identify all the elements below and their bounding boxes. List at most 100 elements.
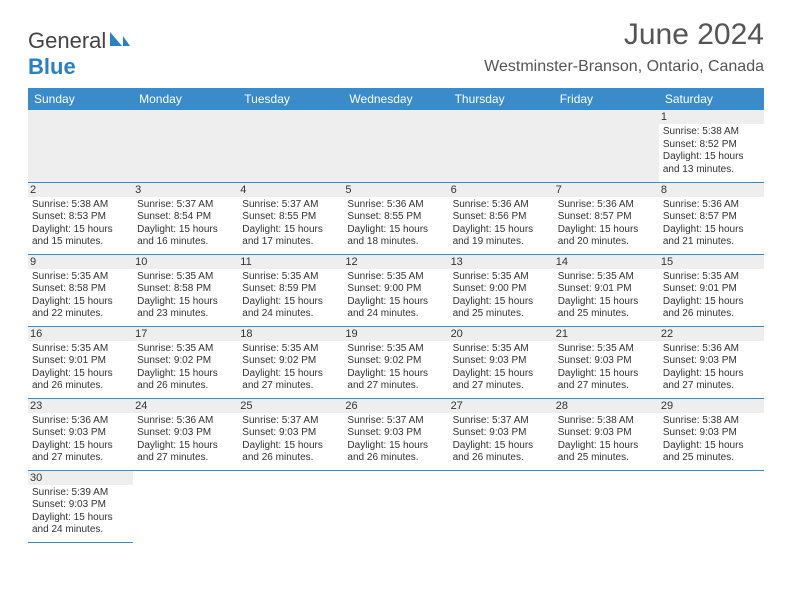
day-info-line: Daylight: 15 hours and 20 minutes. (558, 224, 655, 249)
day-number: 28 (554, 399, 659, 413)
day-info-line: Sunset: 9:02 PM (347, 355, 444, 368)
calendar-cell (343, 470, 448, 542)
day-number: 18 (238, 327, 343, 341)
day-info-line: Sunset: 9:03 PM (137, 427, 234, 440)
calendar-head: SundayMondayTuesdayWednesdayThursdayFrid… (28, 88, 764, 110)
day-info-line: Daylight: 15 hours and 16 minutes. (137, 224, 234, 249)
calendar-cell: 11Sunrise: 5:35 AMSunset: 8:59 PMDayligh… (238, 254, 343, 326)
page-header: GeneralBlue June 2024 Westminster-Branso… (28, 18, 764, 80)
day-header: Monday (133, 88, 238, 110)
day-info-line: Sunrise: 5:35 AM (32, 271, 129, 284)
brand-part1: General (28, 28, 106, 53)
calendar-cell: 8Sunrise: 5:36 AMSunset: 8:57 PMDaylight… (659, 182, 764, 254)
day-info-line: Sunset: 8:52 PM (663, 139, 760, 152)
day-info-line: Daylight: 15 hours and 15 minutes. (32, 224, 129, 249)
day-header: Tuesday (238, 88, 343, 110)
day-info-line: Daylight: 15 hours and 27 minutes. (558, 368, 655, 393)
calendar-cell (238, 470, 343, 542)
day-number: 21 (554, 327, 659, 341)
calendar-cell: 17Sunrise: 5:35 AMSunset: 9:02 PMDayligh… (133, 326, 238, 398)
day-number: 25 (238, 399, 343, 413)
day-info-line: Sunrise: 5:35 AM (453, 343, 550, 356)
day-info-line: Sunset: 8:54 PM (137, 211, 234, 224)
day-info-line: Sunrise: 5:35 AM (242, 271, 339, 284)
day-info-line: Daylight: 15 hours and 27 minutes. (663, 368, 760, 393)
calendar-cell: 18Sunrise: 5:35 AMSunset: 9:02 PMDayligh… (238, 326, 343, 398)
day-info-line: Sunset: 9:03 PM (347, 427, 444, 440)
day-info-line: Daylight: 15 hours and 19 minutes. (453, 224, 550, 249)
day-info-line: Daylight: 15 hours and 21 minutes. (663, 224, 760, 249)
day-info-line: Sunset: 8:58 PM (32, 283, 129, 296)
day-header: Saturday (659, 88, 764, 110)
day-number: 1 (659, 110, 764, 124)
day-info-line: Sunrise: 5:36 AM (347, 199, 444, 212)
calendar-cell: 25Sunrise: 5:37 AMSunset: 9:03 PMDayligh… (238, 398, 343, 470)
day-info-line: Sunset: 8:59 PM (242, 283, 339, 296)
day-number: 6 (449, 183, 554, 197)
day-info-line: Daylight: 15 hours and 25 minutes. (558, 440, 655, 465)
day-info-line: Sunset: 9:03 PM (663, 427, 760, 440)
day-number: 5 (343, 183, 448, 197)
day-info-line: Sunrise: 5:36 AM (453, 199, 550, 212)
day-info-line: Daylight: 15 hours and 25 minutes. (453, 296, 550, 321)
day-info-line: Sunrise: 5:36 AM (663, 199, 760, 212)
day-number: 23 (28, 399, 133, 413)
day-info-line: Sunset: 9:03 PM (32, 427, 129, 440)
day-info-line: Daylight: 15 hours and 26 minutes. (663, 296, 760, 321)
day-info-line: Sunrise: 5:38 AM (663, 415, 760, 428)
day-number: 3 (133, 183, 238, 197)
day-info-line: Daylight: 15 hours and 24 minutes. (347, 296, 444, 321)
day-info-line: Daylight: 15 hours and 26 minutes. (453, 440, 550, 465)
brand-name: GeneralBlue (28, 28, 130, 80)
calendar-cell: 22Sunrise: 5:36 AMSunset: 9:03 PMDayligh… (659, 326, 764, 398)
calendar-cell (554, 110, 659, 182)
day-info-line: Sunrise: 5:38 AM (663, 126, 760, 139)
location-text: Westminster-Branson, Ontario, Canada (484, 58, 764, 76)
day-number: 17 (133, 327, 238, 341)
day-number: 12 (343, 255, 448, 269)
calendar-cell (133, 470, 238, 542)
calendar-cell: 23Sunrise: 5:36 AMSunset: 9:03 PMDayligh… (28, 398, 133, 470)
calendar-cell: 2Sunrise: 5:38 AMSunset: 8:53 PMDaylight… (28, 182, 133, 254)
day-info-line: Sunrise: 5:36 AM (137, 415, 234, 428)
day-info-line: Sunrise: 5:36 AM (558, 199, 655, 212)
day-info-line: Sunrise: 5:37 AM (137, 199, 234, 212)
calendar-week: 30Sunrise: 5:39 AMSunset: 9:03 PMDayligh… (28, 470, 764, 542)
day-info-line: Sunset: 9:01 PM (663, 283, 760, 296)
calendar-cell (343, 110, 448, 182)
day-info-line: Sunrise: 5:35 AM (663, 271, 760, 284)
calendar-week: 23Sunrise: 5:36 AMSunset: 9:03 PMDayligh… (28, 398, 764, 470)
calendar-cell (659, 470, 764, 542)
day-info-line: Sunrise: 5:35 AM (558, 343, 655, 356)
day-number: 19 (343, 327, 448, 341)
day-number: 13 (449, 255, 554, 269)
calendar-cell: 5Sunrise: 5:36 AMSunset: 8:55 PMDaylight… (343, 182, 448, 254)
calendar-cell: 24Sunrise: 5:36 AMSunset: 9:03 PMDayligh… (133, 398, 238, 470)
calendar-cell: 14Sunrise: 5:35 AMSunset: 9:01 PMDayligh… (554, 254, 659, 326)
calendar-cell (449, 110, 554, 182)
day-info-line: Sunset: 9:00 PM (453, 283, 550, 296)
sail-icon (108, 28, 130, 53)
calendar-cell: 12Sunrise: 5:35 AMSunset: 9:00 PMDayligh… (343, 254, 448, 326)
day-info-line: Daylight: 15 hours and 26 minutes. (242, 440, 339, 465)
day-info-line: Sunset: 9:03 PM (453, 355, 550, 368)
calendar-cell: 9 Sunrise: 5:35 AMSunset: 8:58 PMDaylight… (28, 254, 133, 326)
calendar-cell: 1Sunrise: 5:38 AMSunset: 8:52 PMDaylight… (659, 110, 764, 182)
day-number: 2 (28, 183, 133, 197)
calendar-cell: 27Sunrise: 5:37 AMSunset: 9:03 PMDayligh… (449, 398, 554, 470)
day-number: 9 (28, 255, 133, 269)
day-info-line: Daylight: 15 hours and 22 minutes. (32, 296, 129, 321)
calendar-cell: 6Sunrise: 5:36 AMSunset: 8:56 PMDaylight… (449, 182, 554, 254)
day-number: 26 (343, 399, 448, 413)
calendar-table: SundayMondayTuesdayWednesdayThursdayFrid… (28, 88, 764, 543)
calendar-cell: 21Sunrise: 5:35 AMSunset: 9:03 PMDayligh… (554, 326, 659, 398)
day-info-line: Daylight: 15 hours and 25 minutes. (558, 296, 655, 321)
day-info-line: Daylight: 15 hours and 27 minutes. (32, 440, 129, 465)
day-number: 15 (659, 255, 764, 269)
day-info-line: Sunrise: 5:35 AM (558, 271, 655, 284)
day-info-line: Sunset: 9:03 PM (453, 427, 550, 440)
day-info-line: Sunset: 8:55 PM (242, 211, 339, 224)
day-info-line: Daylight: 15 hours and 27 minutes. (453, 368, 550, 393)
day-info-line: Sunrise: 5:37 AM (453, 415, 550, 428)
day-number: 24 (133, 399, 238, 413)
